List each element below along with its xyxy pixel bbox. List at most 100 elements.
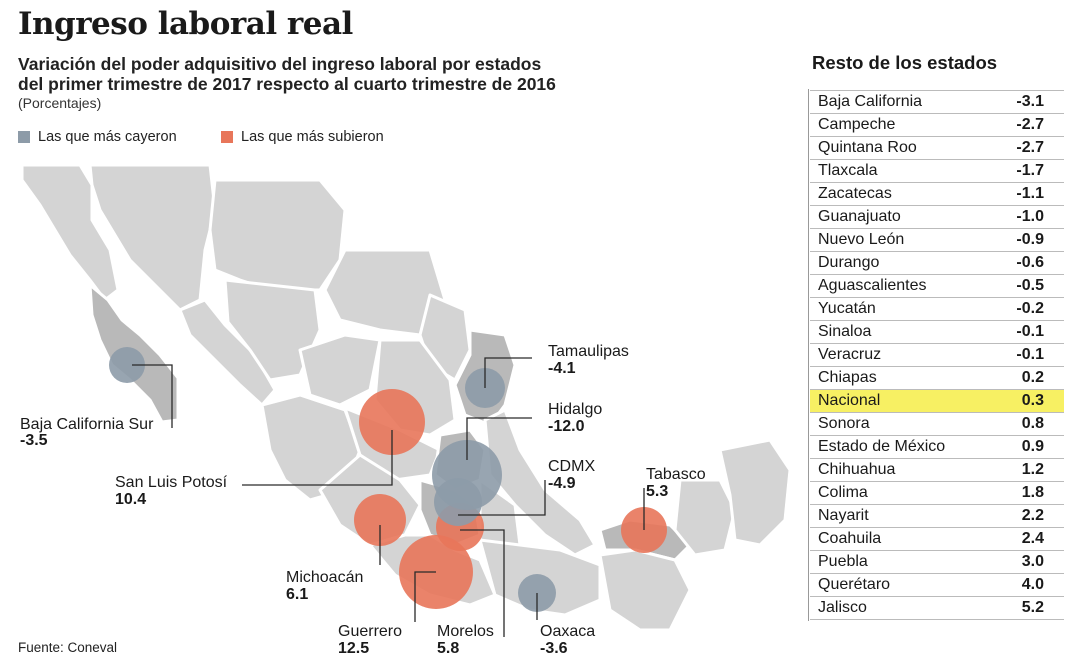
source-note: Fuente: Coneval (18, 640, 118, 655)
table-row: Quintana Roo -2.7 (810, 136, 1064, 160)
table-row: Sonora 0.8 (810, 412, 1064, 436)
value-oaxaca: -3.6 (540, 640, 568, 657)
table-cell-value: -0.1 (997, 320, 1064, 344)
value-morelos: 5.8 (437, 640, 460, 657)
table-cell-value: 4.0 (997, 573, 1064, 597)
table-cell-state: Nayarit (810, 504, 998, 528)
legend-swatch-rose (221, 131, 233, 143)
region-durango (223, 278, 322, 382)
region-coahuila (323, 248, 447, 337)
legend-label-fell: Las que más cayeron (38, 129, 177, 145)
table-cell-state: Coahuila (810, 527, 998, 551)
value-baja-california-sur: -3.5 (20, 432, 48, 449)
value-michoacan: 6.1 (286, 586, 309, 603)
table-cell-value: 0.8 (997, 412, 1064, 436)
label-michoacan: Michoacán (286, 569, 364, 586)
table-cell-state: Nuevo León (810, 228, 998, 252)
table-cell-state: Durango (810, 251, 998, 275)
table-cell-state: Campeche (810, 113, 998, 137)
label-guerrero: Guerrero (338, 623, 403, 640)
units-label: (Porcentajes) (18, 95, 102, 111)
label-baja-california-sur: Baja California Sur (20, 416, 154, 433)
table-row: Baja California -3.1 (810, 90, 1064, 114)
table-cell-state: Querétaro (810, 573, 998, 597)
chart-title: Ingreso laboral real (18, 6, 353, 42)
leader-morelos (460, 529, 505, 637)
table-row: Nacional 0.3 (810, 389, 1064, 413)
table-cell-state: Veracruz (810, 343, 998, 367)
rest-table: Baja California -3.1 Campeche -2.7 Quintana … (810, 90, 1064, 620)
table-cell-value: -0.5 (997, 274, 1064, 298)
label-cdmx: CDMX (548, 458, 596, 475)
table-cell-value: -1.1 (997, 182, 1064, 206)
region-campeche (673, 478, 737, 557)
value-guerrero: 12.5 (338, 640, 370, 657)
value-tamaulipas: -4.1 (548, 360, 576, 377)
region-sinaloa (178, 298, 277, 407)
label-tabasco: Tabasco (646, 466, 706, 483)
table-row: Colima 1.8 (810, 481, 1064, 505)
table-cell-value: 1.2 (997, 458, 1064, 482)
table-left-rule (808, 89, 809, 621)
table-cell-state: Aguascalientes (810, 274, 998, 298)
label-san-luis-potosi: San Luis Potosí (115, 474, 228, 491)
table-cell-state: Sonora (810, 412, 998, 436)
table-cell-value: -0.6 (997, 251, 1064, 275)
table-row: Veracruz -0.1 (810, 343, 1064, 367)
table-row: Aguascalientes -0.5 (810, 274, 1064, 298)
table-cell-value: -2.7 (997, 136, 1064, 160)
table-cell-state: Quintana Roo (810, 136, 998, 160)
table-cell-value: -3.1 (997, 90, 1064, 114)
table-cell-value: 2.2 (997, 504, 1064, 528)
value-hidalgo: -12.0 (548, 418, 585, 435)
value-tabasco: 5.3 (646, 483, 669, 500)
table-row: Nuevo León -0.9 (810, 228, 1064, 252)
table-cell-value: 5.2 (997, 596, 1064, 620)
leader-hidalgo (466, 417, 532, 460)
legend-label-rose: Las que más subieron (241, 129, 384, 145)
table-cell-state: Chihuahua (810, 458, 998, 482)
region-chiapas (598, 548, 692, 632)
bubble-hidalgo (432, 440, 502, 510)
table-row: Yucatán -0.2 (810, 297, 1064, 321)
table-cell-state: Guanajuato (810, 205, 998, 229)
table-cell-state: Estado de México (810, 435, 998, 459)
table-cell-state: Zacatecas (810, 182, 998, 206)
table-row: Jalisco 5.2 (810, 596, 1064, 620)
table-row: Querétaro 4.0 (810, 573, 1064, 597)
label-tamaulipas: Tamaulipas (548, 343, 629, 360)
table-cell-value: -0.9 (997, 228, 1064, 252)
table-row: Zacatecas -1.1 (810, 182, 1064, 206)
table-cell-value: 1.8 (997, 481, 1064, 505)
table-cell-value: -1.0 (997, 205, 1064, 229)
table-row: Nayarit 2.2 (810, 504, 1064, 528)
table-cell-state: Yucatán (810, 297, 998, 321)
table-row: Durango -0.6 (810, 251, 1064, 275)
table-cell-state: Puebla (810, 550, 998, 574)
chart-subtitle-line-1: Variación del poder adquisitivo del ingr… (18, 54, 542, 74)
table-row: Guanajuato -1.0 (810, 205, 1064, 229)
table-cell-value: -2.7 (997, 113, 1064, 137)
leader-tamaulipas (484, 357, 532, 388)
table-row: Campeche -2.7 (810, 113, 1064, 137)
table-cell-value: -0.2 (997, 297, 1064, 321)
table-cell-state: Chiapas (810, 366, 998, 390)
leader-san-luis-potosi (242, 430, 393, 486)
table-cell-value: 0.2 (997, 366, 1064, 390)
value-cdmx: -4.9 (548, 475, 576, 492)
table-cell-state: Jalisco (810, 596, 998, 620)
label-morelos: Morelos (437, 623, 494, 640)
bubble-san-luis-potosi (359, 389, 425, 455)
leader-cdmx (458, 480, 546, 516)
table-row: Coahuila 2.4 (810, 527, 1064, 551)
label-hidalgo: Hidalgo (548, 401, 603, 418)
chart-subtitle-line-2: del primer trimestre de 2017 respecto al… (18, 74, 556, 94)
table-row: Sinaloa -0.1 (810, 320, 1064, 344)
table-cell-state: Baja California (810, 90, 998, 114)
region-zacatecas (298, 333, 382, 407)
table-cell-state: Colima (810, 481, 998, 505)
label-oaxaca: Oaxaca (540, 623, 596, 640)
leader-guerrero (414, 571, 436, 622)
table-cell-value: 0.9 (997, 435, 1064, 459)
table-cell-value: 3.0 (997, 550, 1064, 574)
